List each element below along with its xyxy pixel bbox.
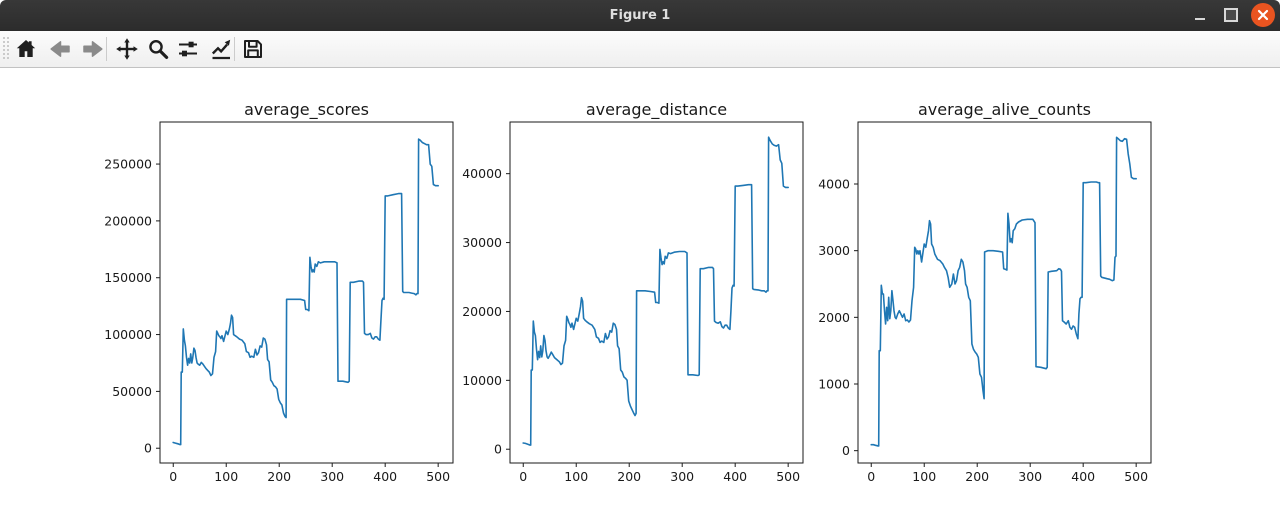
- axes-spines: [509, 121, 804, 464]
- x-tick-label: 200: [617, 469, 641, 484]
- y-tick-label: 30000: [462, 235, 502, 250]
- y-tick-label: 1000: [818, 377, 850, 392]
- x-tick-label: 300: [1018, 469, 1042, 484]
- back-icon: [50, 41, 70, 57]
- chart-title: average_distance: [586, 100, 727, 120]
- x-tick-label: 100: [912, 469, 936, 484]
- forward-icon: [83, 41, 103, 57]
- axes-spines: [857, 121, 1152, 464]
- configure-subplots-button[interactable]: [176, 37, 200, 61]
- navigation-toolbar: [0, 31, 1280, 68]
- figure-canvas: average_scores 0 50000 100000 150000 200000 25…: [0, 68, 1280, 509]
- minimize-icon: [1195, 18, 1205, 20]
- toolbar-separator: [234, 37, 235, 61]
- edit-parameters-button[interactable]: [209, 37, 233, 61]
- data-line-average_scores: [172, 138, 440, 446]
- chart-title: average_scores: [244, 100, 369, 120]
- home-button[interactable]: [14, 37, 38, 61]
- titlebar[interactable]: Figure 1: [0, 0, 1280, 31]
- pan-icon: [116, 38, 138, 60]
- x-tick-label: 500: [776, 469, 800, 484]
- y-tick-label: 20000: [462, 304, 502, 319]
- maximize-button[interactable]: [1219, 3, 1243, 27]
- x-tick-label: 0: [519, 469, 527, 484]
- y-tick-label: 0: [144, 441, 152, 456]
- y-tick-label: 0: [494, 442, 502, 457]
- save-icon: [244, 40, 262, 58]
- x-tick-label: 200: [267, 469, 291, 484]
- subplot-average-distance: average_distance 0 10000 20000 30000 40000 0 10…: [445, 95, 818, 499]
- edit-parameters-icon: [211, 39, 231, 60]
- back-button[interactable]: [48, 37, 72, 61]
- chart-average_distance: average_distance 0 10000 20000 30000 40000 0 10…: [462, 100, 804, 484]
- x-tick-label: 400: [723, 469, 747, 484]
- save-button[interactable]: [241, 37, 265, 61]
- minimize-button[interactable]: [1188, 3, 1212, 27]
- y-tick-label: 100000: [104, 327, 152, 342]
- x-tick-label: 100: [214, 469, 238, 484]
- x-tick-label: 300: [670, 469, 694, 484]
- x-tick-label: 0: [867, 469, 875, 484]
- data-line-average_alive_counts: [870, 136, 1138, 447]
- axes-spines: [159, 121, 454, 464]
- chart-average_alive_counts: average_alive_counts 0 1000 2000 3000 4000 0 10…: [818, 100, 1152, 484]
- y-tick-label: 2000: [818, 310, 850, 325]
- zoom-button[interactable]: [146, 37, 170, 61]
- subplot-average-scores: average_scores 0 50000 100000 150000 200000 25…: [95, 95, 468, 499]
- y-tick-label: 50000: [112, 384, 152, 399]
- window-title: Figure 1: [609, 8, 671, 23]
- y-tick-label: 3000: [818, 243, 850, 258]
- y-tick-label: 150000: [104, 270, 152, 285]
- y-tick-label: 250000: [104, 157, 152, 172]
- toolbar-separator: [106, 37, 107, 61]
- x-tick-label: 0: [169, 469, 177, 484]
- subplot-average-alive-counts: average_alive_counts 0 1000 2000 3000 4000 0 10…: [793, 95, 1166, 499]
- toolbar-grip[interactable]: [2, 36, 10, 62]
- chart-average_scores: average_scores 0 50000 100000 150000 200000 25…: [104, 100, 454, 484]
- maximize-icon: [1224, 8, 1238, 22]
- y-tick-label: 0: [842, 443, 850, 458]
- x-tick-label: 100: [564, 469, 588, 484]
- y-tick-label: 200000: [104, 213, 152, 228]
- pan-button[interactable]: [115, 37, 139, 61]
- y-tick-label: 4000: [818, 177, 850, 192]
- x-tick-label: 200: [965, 469, 989, 484]
- close-button[interactable]: [1251, 3, 1275, 27]
- x-tick-label: 400: [373, 469, 397, 484]
- x-tick-label: 400: [1071, 469, 1095, 484]
- x-tick-label: 300: [320, 469, 344, 484]
- zoom-icon: [149, 40, 169, 59]
- x-tick-label: 500: [1124, 469, 1148, 484]
- y-tick-label: 10000: [462, 373, 502, 388]
- y-tick-label: 40000: [462, 166, 502, 181]
- close-icon: [1257, 9, 1269, 21]
- data-line-average_distance: [522, 136, 790, 446]
- forward-button[interactable]: [81, 37, 105, 61]
- chart-title: average_alive_counts: [918, 100, 1091, 120]
- home-icon: [16, 40, 36, 57]
- x-tick-label: 500: [426, 469, 450, 484]
- configure-subplots-icon: [179, 41, 197, 57]
